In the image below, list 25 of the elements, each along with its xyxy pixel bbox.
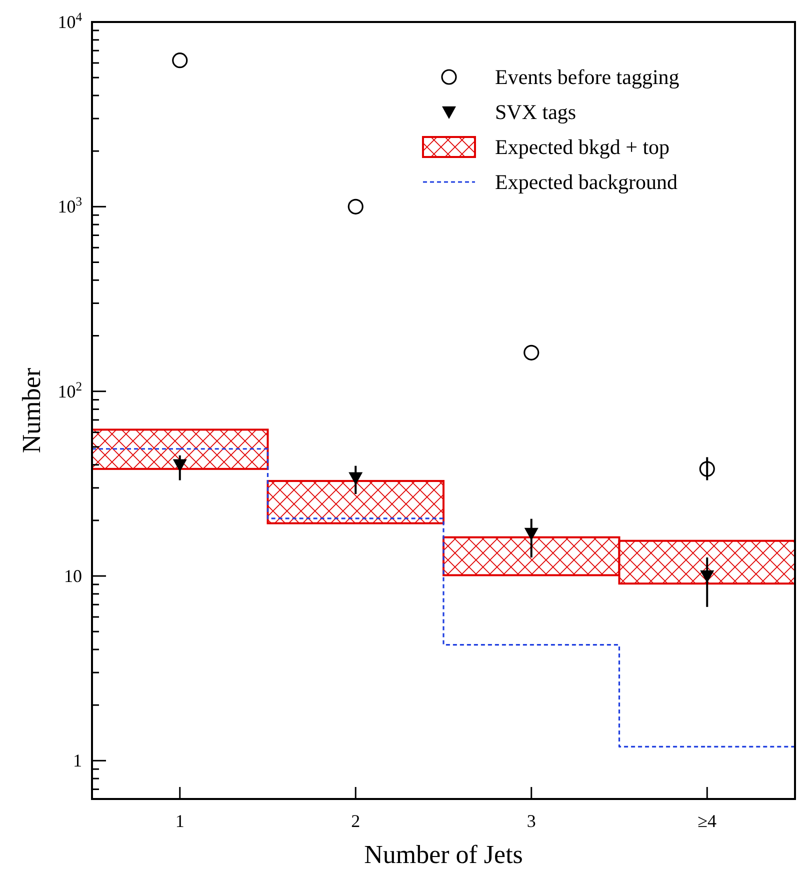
bar — [266, 480, 444, 524]
x-tick-label: 1 — [175, 811, 184, 831]
x-tick-label: 3 — [526, 811, 536, 831]
point — [348, 198, 364, 214]
point — [348, 472, 363, 485]
y-tick-label: 10$^{3}$ — [58, 194, 82, 217]
y-tick-label: 10 — [64, 566, 82, 586]
point — [524, 344, 540, 360]
y-axis-title: Number — [17, 368, 46, 454]
legend-label: Expected bkgd + top — [495, 135, 670, 159]
y-tick-label: 1 — [73, 750, 82, 771]
point — [524, 528, 538, 540]
point — [172, 52, 188, 68]
x-tick-label: 2 — [351, 811, 360, 831]
bar — [91, 428, 269, 470]
y-tick-label: 10$^{2}$ — [58, 379, 82, 402]
x-tick-label: ≥4 — [698, 811, 717, 831]
point — [700, 570, 714, 583]
point — [699, 461, 715, 477]
legend-label: Events before tagging — [495, 65, 680, 89]
legend-label: SVX tags — [495, 100, 576, 124]
x-axis-title: Number of Jets — [364, 840, 523, 869]
legend-label: Expected background — [495, 170, 678, 194]
y-tick-label: 10$^{4}$ — [58, 10, 83, 32]
point — [172, 459, 187, 472]
